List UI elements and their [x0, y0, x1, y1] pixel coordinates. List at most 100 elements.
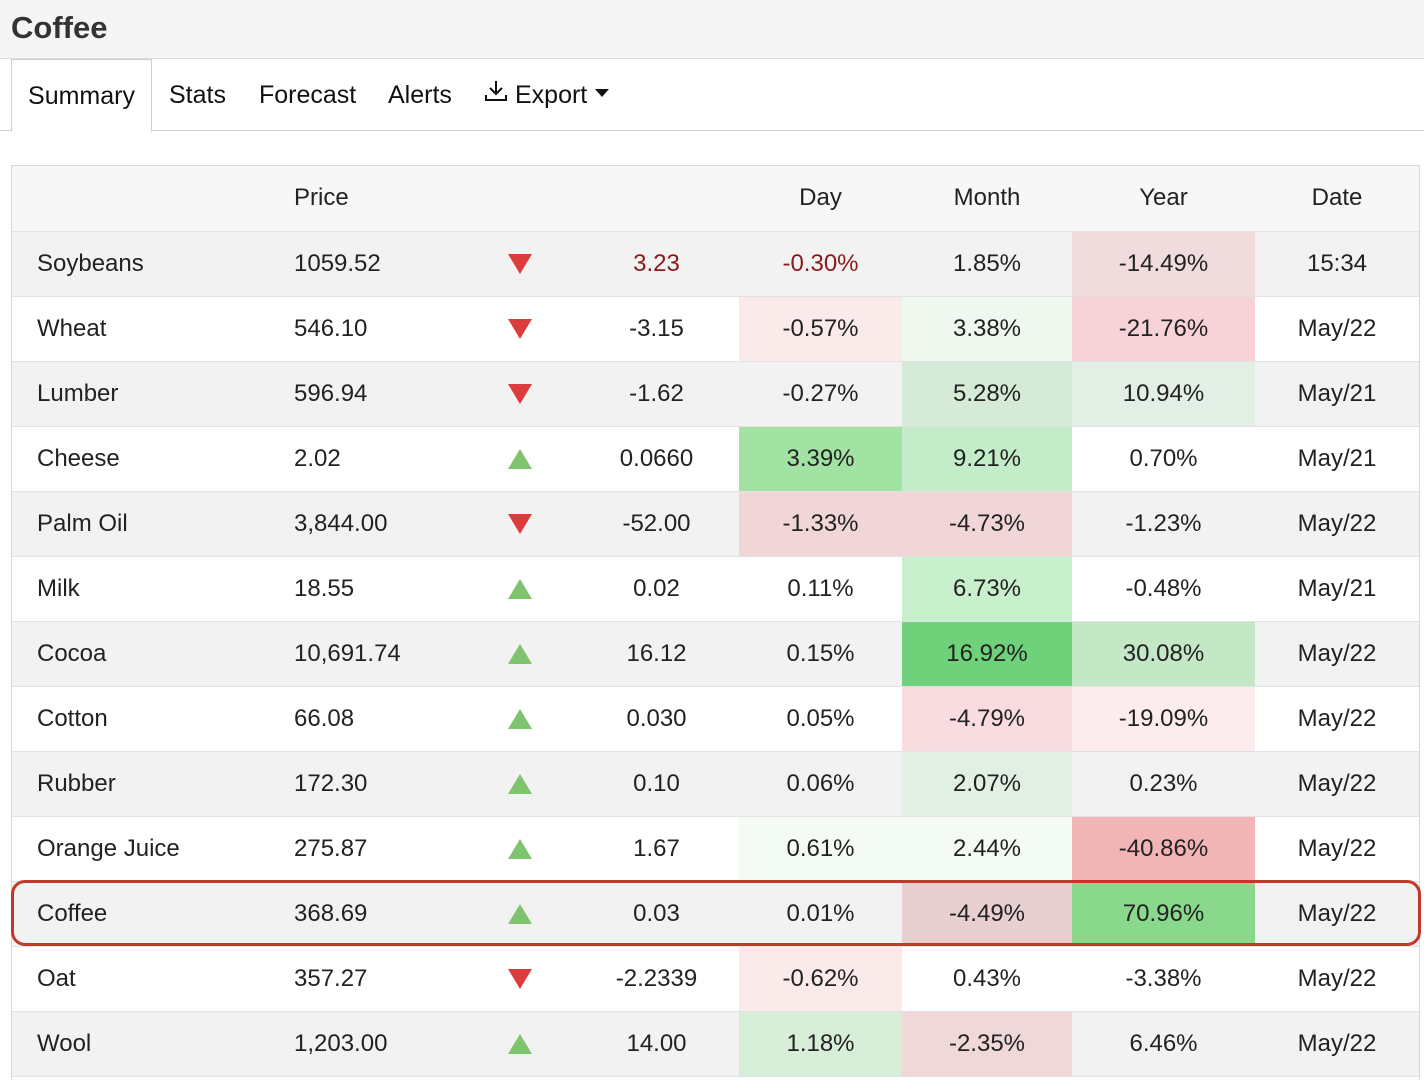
day-change-cell: 0.11%: [739, 556, 902, 622]
date-cell: May/22: [1255, 491, 1419, 557]
day-change-cell: 0.61%: [739, 816, 902, 882]
table-row-rubber[interactable]: Rubber 172.30 0.10 0.06% 2.07% 0.23% May/22: [12, 751, 1419, 817]
direction-cell: [465, 751, 574, 817]
table-row-milk[interactable]: Milk 18.55 0.02 0.11% 6.73% -0.48% May/21: [12, 556, 1419, 622]
change-cell: 0.10: [574, 751, 739, 817]
year-change-cell: -19.09%: [1072, 686, 1255, 752]
direction-cell: [465, 686, 574, 752]
month-change-cell: 6.73%: [902, 556, 1072, 622]
table-row-cocoa[interactable]: Cocoa 10,691.74 16.12 0.15% 16.92% 30.08% May/…: [12, 621, 1419, 687]
header-date[interactable]: Date: [1255, 166, 1419, 232]
month-change-cell: 0.43%: [902, 946, 1072, 1012]
arrow-up-icon: [507, 579, 532, 600]
tab-export[interactable]: Export: [483, 59, 610, 131]
month-change-cell: -4.49%: [902, 881, 1072, 947]
price-cell: 368.69: [284, 881, 465, 947]
direction-cell: [465, 946, 574, 1012]
price-cell: 18.55: [284, 556, 465, 622]
table-row-coffee[interactable]: Coffee 368.69 0.03 0.01% -4.49% 70.96% May/22: [12, 881, 1419, 947]
table-row-wool[interactable]: Wool 1,203.00 14.00 1.18% -2.35% 6.46% May/22: [12, 1011, 1419, 1077]
table-row-cotton[interactable]: Cotton 66.08 0.030 0.05% -4.79% -19.09% May/22: [12, 686, 1419, 752]
month-change-cell: -4.79%: [902, 686, 1072, 752]
year-change-cell: -40.86%: [1072, 816, 1255, 882]
arrow-up-icon: [507, 709, 532, 730]
table-row-cheese[interactable]: Cheese 2.02 0.0660 3.39% 9.21% 0.70% May/21: [12, 426, 1419, 492]
tab-summary[interactable]: Summary: [11, 59, 152, 132]
commodity-name: Cheese: [12, 426, 284, 492]
table-row-soybeans[interactable]: Soybeans 1059.52 3.23 -0.30% 1.85% -14.49% 15:…: [12, 231, 1419, 297]
header-year[interactable]: Year: [1072, 166, 1255, 232]
month-change-cell: 2.07%: [902, 751, 1072, 817]
table-header-row: Price Day Month Year Date: [12, 166, 1419, 232]
table-row-orange-juice[interactable]: Orange Juice 275.87 1.67 0.61% 2.44% -40.86% M…: [12, 816, 1419, 882]
change-cell: 14.00: [574, 1011, 739, 1077]
commodity-name: Milk: [12, 556, 284, 622]
direction-cell: [465, 491, 574, 557]
header-month[interactable]: Month: [902, 166, 1072, 232]
day-change-cell: -0.57%: [739, 296, 902, 362]
day-change-cell: -0.30%: [739, 231, 902, 297]
header-day[interactable]: Day: [739, 166, 902, 232]
change-cell: -2.2339: [574, 946, 739, 1012]
direction-cell: [465, 816, 574, 882]
commodity-name: Coffee: [12, 881, 284, 947]
date-cell: May/21: [1255, 361, 1419, 427]
direction-cell: [465, 231, 574, 297]
commodity-name: Soybeans: [12, 231, 284, 297]
price-cell: 1059.52: [284, 231, 465, 297]
price-cell: 357.27: [284, 946, 465, 1012]
day-change-cell: -1.33%: [739, 491, 902, 557]
header-arrow: [465, 166, 574, 232]
change-cell: 0.02: [574, 556, 739, 622]
tab-forecast[interactable]: Forecast: [259, 81, 357, 109]
tab-stats[interactable]: Stats: [169, 81, 226, 109]
date-cell: May/22: [1255, 686, 1419, 752]
month-change-cell: 2.44%: [902, 816, 1072, 882]
table-row-wheat[interactable]: Wheat 546.10 -3.15 -0.57% 3.38% -21.76% May/22: [12, 296, 1419, 362]
day-change-cell: -0.27%: [739, 361, 902, 427]
change-cell: -52.00: [574, 491, 739, 557]
arrow-up-icon: [507, 644, 532, 665]
commodity-name: Wheat: [12, 296, 284, 362]
commodities-table: Price Day Month Year Date Soybeans 1059.5…: [11, 165, 1420, 1080]
direction-cell: [465, 361, 574, 427]
price-cell: 10,691.74: [284, 621, 465, 687]
table-row-palm-oil[interactable]: Palm Oil 3,844.00 -52.00 -1.33% -4.73% -1.23%…: [12, 491, 1419, 557]
commodity-name: Cocoa: [12, 621, 284, 687]
header-name: [12, 166, 284, 232]
price-cell: 596.94: [284, 361, 465, 427]
header-price[interactable]: Price: [284, 166, 465, 232]
arrow-down-icon: [507, 319, 532, 340]
direction-cell: [465, 426, 574, 492]
year-change-cell: -14.49%: [1072, 231, 1255, 297]
date-cell: May/22: [1255, 621, 1419, 687]
commodity-name: Rubber: [12, 751, 284, 817]
direction-cell: [465, 1011, 574, 1077]
month-change-cell: 9.21%: [902, 426, 1072, 492]
day-change-cell: -0.62%: [739, 946, 902, 1012]
table-row-oat[interactable]: Oat 357.27 -2.2339 -0.62% 0.43% -3.38% May/22: [12, 946, 1419, 1012]
change-cell: -3.15: [574, 296, 739, 362]
tab-alerts[interactable]: Alerts: [388, 81, 452, 109]
tab-bar: Summary Stats Forecast Alerts Export: [0, 59, 1424, 132]
year-change-cell: 10.94%: [1072, 361, 1255, 427]
commodity-name: Lumber: [12, 361, 284, 427]
month-change-cell: -4.73%: [902, 491, 1072, 557]
title-bar: Coffee: [0, 0, 1424, 59]
date-cell: May/21: [1255, 556, 1419, 622]
table-row-lumber[interactable]: Lumber 596.94 -1.62 -0.27% 5.28% 10.94% May/21: [12, 361, 1419, 427]
date-cell: May/22: [1255, 946, 1419, 1012]
caret-down-icon: [595, 89, 610, 98]
year-change-cell: -1.23%: [1072, 491, 1255, 557]
day-change-cell: 0.15%: [739, 621, 902, 687]
month-change-cell: -2.35%: [902, 1011, 1072, 1077]
day-change-cell: 1.18%: [739, 1011, 902, 1077]
year-change-cell: 6.46%: [1072, 1011, 1255, 1077]
day-change-cell: 0.06%: [739, 751, 902, 817]
arrow-up-icon: [507, 839, 532, 860]
month-change-cell: 5.28%: [902, 361, 1072, 427]
arrow-down-icon: [507, 969, 532, 990]
year-change-cell: -0.48%: [1072, 556, 1255, 622]
price-cell: 3,844.00: [284, 491, 465, 557]
change-cell: 0.03: [574, 881, 739, 947]
